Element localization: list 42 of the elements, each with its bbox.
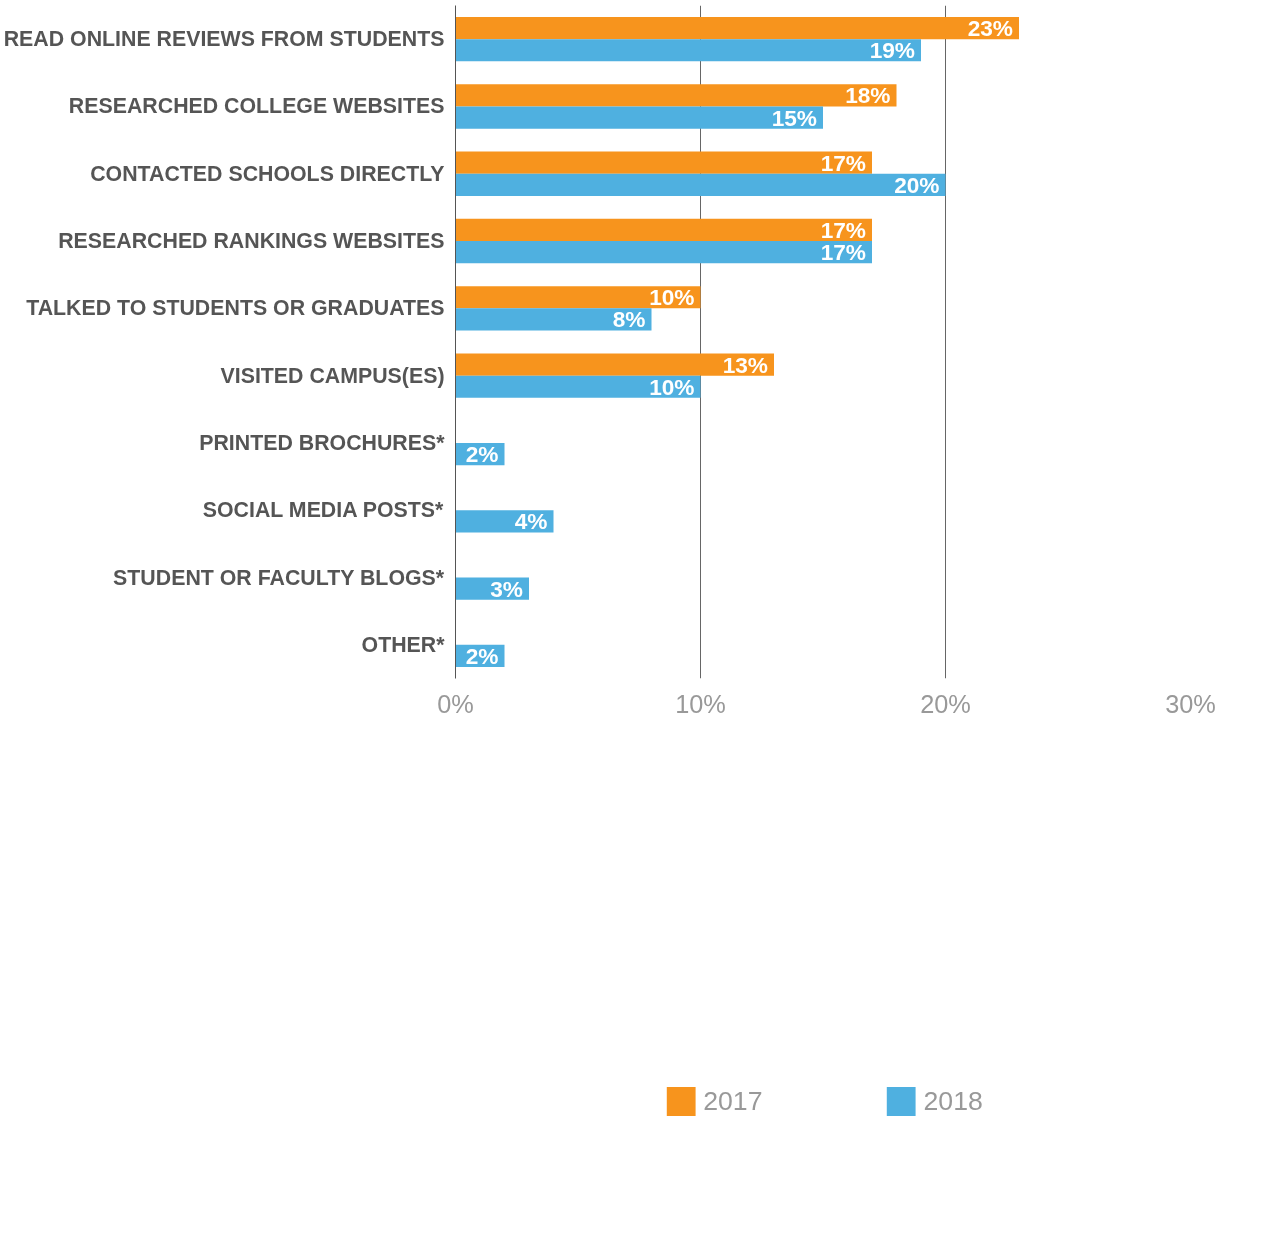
y-tick-label: TALKED TO STUDENTS OR GRADUATES — [26, 296, 445, 321]
x-tick-label: 20% — [920, 689, 971, 718]
bar — [455, 173, 946, 196]
text: 15% — [771, 104, 818, 131]
bar — [455, 84, 897, 107]
y-tick-label: OTHER* — [361, 632, 446, 657]
bar — [455, 106, 823, 129]
y-tick-label: PRINTED BROCHURES* — [199, 430, 446, 455]
legend-label: 2018 — [923, 1085, 983, 1117]
y-tick-label: STUDENT OR FACULTY BLOGS* — [113, 565, 445, 590]
text: 8% — [612, 306, 646, 333]
text: 20% — [894, 171, 940, 198]
legend-label: 2017 — [703, 1085, 763, 1117]
text: 2% — [465, 441, 499, 468]
y-tick-label: SOCIAL MEDIA POSTS* — [202, 498, 445, 523]
bar — [455, 286, 701, 309]
text: 13% — [722, 351, 769, 378]
text: 23% — [967, 15, 1014, 42]
text: 2% — [465, 642, 499, 669]
y-tick-label: READ ONLINE REVIEWS FROM STUDENTS — [3, 27, 445, 52]
x-tick-label: 30% — [1165, 689, 1216, 718]
bar — [455, 353, 774, 376]
bar — [455, 241, 872, 264]
bar — [455, 151, 872, 174]
y-tick-label: RESEARCHED COLLEGE WEBSITES — [68, 94, 445, 119]
text: 19% — [869, 37, 916, 64]
bar — [455, 39, 921, 62]
text: 18% — [845, 82, 891, 109]
x-tick-label: 10% — [675, 689, 726, 718]
text: 4% — [514, 508, 548, 535]
y-tick-label: CONTACTED SCHOOLS DIRECTLY — [90, 161, 445, 186]
x-tick-label: 0% — [437, 689, 474, 718]
text: 3% — [490, 575, 523, 602]
y-tick-label: RESEARCHED RANKINGS WEBSITES — [58, 229, 445, 254]
bar — [455, 375, 701, 398]
text: 10% — [649, 373, 695, 400]
bar — [455, 16, 1019, 40]
text: 17% — [820, 149, 867, 176]
y-tick-label: VISITED CAMPUS(ES) — [220, 363, 445, 388]
text: 10% — [649, 284, 695, 311]
bar — [455, 218, 872, 242]
bar — [455, 308, 652, 331]
